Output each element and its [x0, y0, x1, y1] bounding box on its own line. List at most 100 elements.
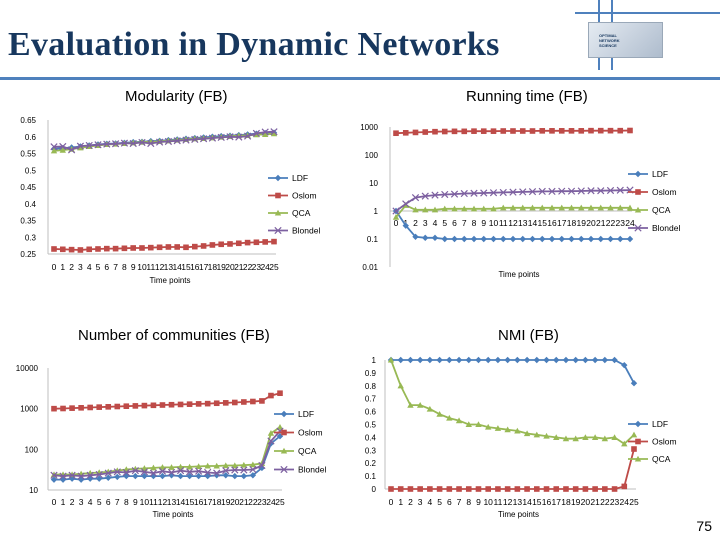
data-point — [635, 438, 641, 445]
data-point — [182, 136, 190, 144]
data-point — [191, 135, 199, 144]
data-point — [634, 420, 642, 428]
series-oslom — [51, 238, 277, 253]
y-tick-label: 0.35 — [20, 217, 36, 226]
data-point — [582, 434, 589, 440]
data-point — [280, 465, 288, 474]
x-tick-label: 9 — [133, 497, 138, 507]
data-point — [250, 398, 256, 405]
data-point — [617, 204, 624, 211]
x-tick-label: 12 — [503, 497, 513, 507]
legend-label: LDF — [652, 169, 668, 179]
data-point — [131, 466, 139, 475]
data-point — [451, 235, 458, 243]
legend-label: QCA — [652, 205, 671, 215]
data-point — [94, 141, 102, 149]
data-point — [509, 204, 517, 211]
data-point — [138, 138, 146, 147]
x-tick-label: 22 — [248, 497, 258, 507]
x-tick-label: 12 — [508, 218, 518, 228]
data-point — [490, 128, 497, 134]
data-point — [480, 128, 487, 134]
data-point — [209, 242, 216, 248]
data-point — [412, 206, 419, 213]
data-point — [529, 128, 536, 134]
x-tick-label: 12 — [158, 497, 168, 507]
y-tick-label: 100 — [25, 445, 39, 454]
data-point — [578, 204, 585, 211]
series-qca — [387, 356, 638, 447]
x-tick-label: 0 — [52, 262, 57, 272]
data-point — [183, 244, 189, 251]
x-tick-label: 14 — [528, 218, 538, 228]
data-point — [601, 435, 609, 442]
legend-label: Blondel — [298, 465, 326, 475]
data-point — [123, 403, 130, 409]
x-tick-label: 19 — [216, 262, 226, 272]
data-point — [509, 235, 517, 243]
data-point — [186, 401, 193, 407]
data-point — [422, 234, 429, 242]
x-tick-label: 4 — [433, 218, 438, 228]
data-point — [199, 135, 208, 143]
x-tick-label: 10 — [140, 497, 150, 507]
decor-line — [575, 12, 720, 14]
data-point — [130, 245, 136, 251]
data-point — [68, 246, 75, 253]
data-point — [451, 128, 458, 135]
series-line — [390, 359, 635, 446]
x-tick-label: 4 — [88, 497, 93, 507]
data-point — [111, 140, 120, 148]
series-line — [391, 448, 635, 490]
data-point — [412, 233, 419, 240]
data-point — [85, 141, 93, 150]
data-point — [104, 469, 112, 477]
data-point — [461, 128, 468, 135]
x-tick-label: 24 — [260, 262, 270, 272]
data-point — [562, 356, 570, 364]
data-point — [114, 473, 121, 481]
data-point — [121, 245, 128, 252]
data-point — [567, 187, 576, 195]
legend-label: Oslom — [652, 187, 677, 197]
data-point — [150, 464, 157, 471]
data-point — [427, 486, 433, 492]
data-point — [568, 235, 575, 243]
data-point — [461, 235, 468, 243]
x-tick-label: 18 — [208, 262, 218, 272]
data-point — [568, 204, 575, 211]
data-point — [176, 466, 185, 475]
x-tick-label: 6 — [447, 497, 452, 507]
x-tick-label: 6 — [104, 262, 109, 272]
data-point — [558, 187, 566, 195]
data-point — [558, 235, 565, 243]
x-tick-label: 1 — [60, 262, 65, 272]
data-point — [222, 462, 229, 469]
data-point — [268, 392, 274, 399]
series-oslom — [388, 446, 637, 492]
data-point — [270, 128, 278, 136]
x-axis-title: Time points — [498, 270, 539, 279]
data-point — [534, 486, 540, 492]
data-point — [77, 144, 84, 151]
data-point — [213, 400, 220, 407]
data-point — [465, 356, 472, 364]
data-point — [572, 435, 579, 442]
data-point — [441, 205, 448, 212]
data-point — [597, 235, 604, 243]
x-tick-label: 17 — [557, 218, 567, 228]
data-point — [495, 486, 501, 492]
chart-title-running-time: Running time (FB) — [466, 88, 588, 105]
data-point — [621, 361, 628, 369]
y-tick-label: 1000 — [20, 405, 38, 414]
legend-item-blondel: Blondel — [268, 226, 320, 236]
data-point — [252, 129, 261, 138]
y-tick-label: 1 — [374, 207, 379, 216]
x-tick-label: 19 — [221, 497, 231, 507]
data-point — [186, 463, 193, 470]
data-point — [249, 465, 257, 474]
data-point — [159, 402, 166, 408]
x-tick-label: 6 — [106, 497, 111, 507]
